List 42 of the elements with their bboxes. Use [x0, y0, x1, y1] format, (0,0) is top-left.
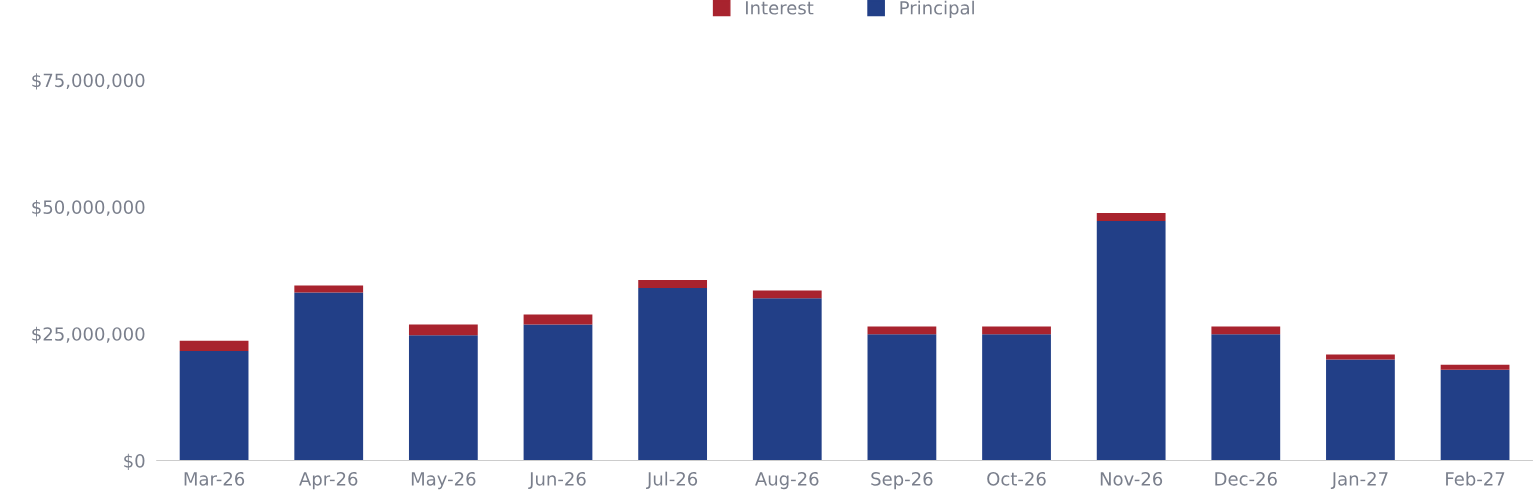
bar	[1440, 364, 1510, 370]
legend-label: Principal	[900, 0, 974, 19]
bar	[867, 334, 937, 461]
bar	[1096, 212, 1166, 222]
bar	[408, 324, 478, 336]
bar	[294, 292, 364, 461]
y-tick-label: $75,000,000	[32, 73, 145, 90]
bar	[982, 326, 1051, 335]
x-tick-label: Nov-26	[1100, 471, 1163, 486]
bar	[982, 334, 1051, 461]
x-tick-label: Jul-26	[646, 471, 698, 489]
y-tick-label: $0	[124, 453, 145, 471]
bar	[1326, 354, 1395, 360]
bar	[179, 350, 249, 461]
y-tick-label: $50,000,000	[32, 200, 145, 217]
bar	[867, 326, 937, 335]
bar	[523, 314, 593, 325]
bar	[1326, 359, 1395, 461]
x-tick-label: Jun-26	[528, 471, 586, 489]
bar	[638, 288, 708, 461]
x-tick-label: Dec-26	[1215, 471, 1277, 486]
bar	[1211, 334, 1281, 461]
bar	[408, 335, 478, 461]
y-tick-label: $25,000,000	[32, 326, 145, 344]
x-tick-label: Mar-26	[184, 471, 245, 486]
bar	[294, 285, 364, 293]
bar	[1211, 326, 1281, 335]
x-tick-label: Aug-26	[755, 471, 819, 490]
bar	[752, 290, 822, 299]
bar	[638, 279, 708, 289]
x-tick-label: May-26	[411, 471, 476, 490]
bar	[1096, 221, 1166, 461]
bar	[179, 340, 249, 351]
bar	[1440, 369, 1510, 461]
bar	[523, 324, 593, 461]
x-tick-label: Apr-26	[299, 471, 358, 490]
x-tick-label: Feb-27	[1446, 471, 1505, 486]
x-tick-label: Sep-26	[871, 471, 933, 490]
legend-label: Interest	[746, 1, 814, 15]
bar	[752, 298, 822, 461]
x-tick-label: Jan-27	[1330, 471, 1388, 489]
x-tick-label: Oct-26	[987, 471, 1046, 486]
